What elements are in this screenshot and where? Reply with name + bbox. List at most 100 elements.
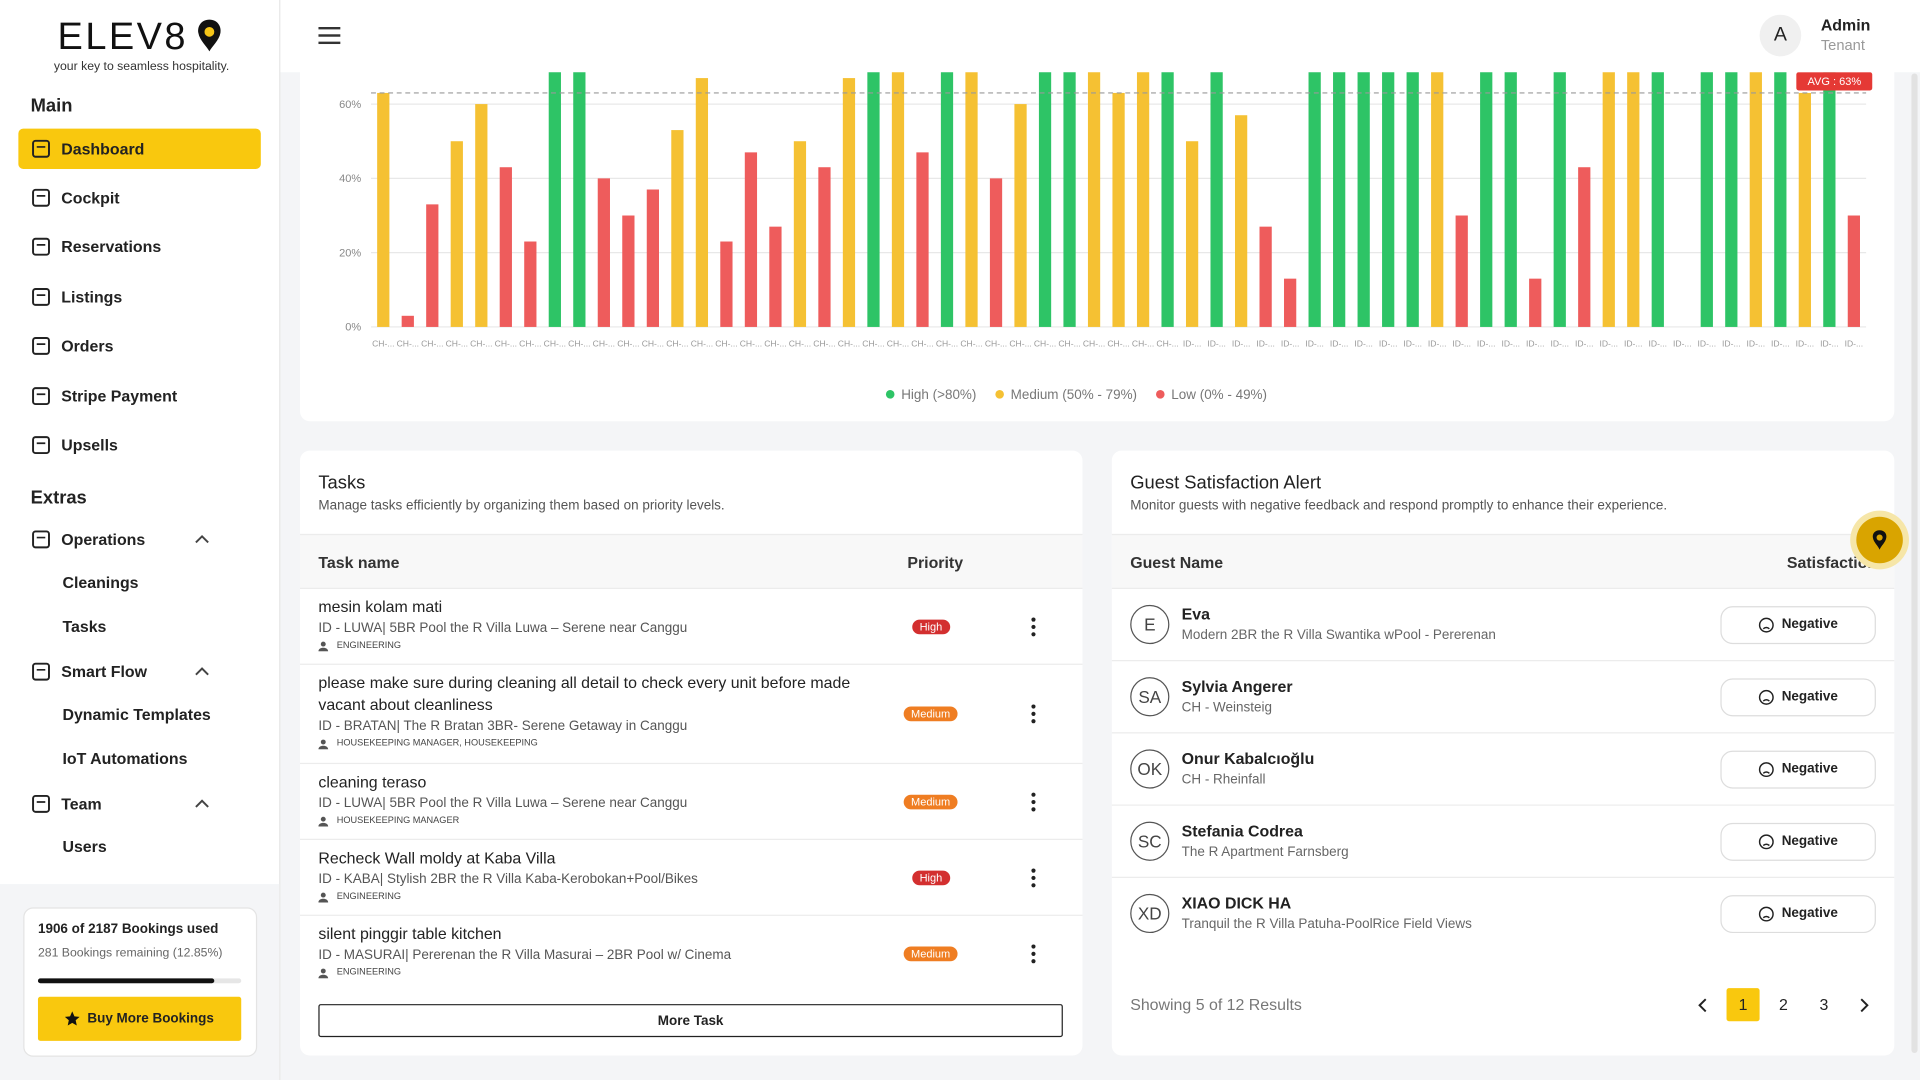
scrollbar	[1911, 73, 1918, 1054]
icon-shape	[1758, 833, 1774, 849]
nav-icon	[32, 794, 50, 813]
frown-icon	[1758, 617, 1774, 632]
bar	[1259, 226, 1272, 327]
task-menu[interactable]	[1030, 943, 1037, 963]
guest-row: OK Onur Kabalcıoğlu CH - Rheinfall Negative	[1111, 732, 1895, 804]
tasks-title: Tasks	[318, 472, 366, 494]
x-tick-label: CH-...	[960, 339, 982, 349]
nav-item[interactable]: Orders	[18, 326, 260, 366]
nav-subitem[interactable]: IoT Automations	[62, 749, 188, 768]
task-menu[interactable]	[1030, 792, 1037, 812]
nav-icon	[32, 386, 50, 405]
roles-label: ENGINEERING	[336, 890, 402, 902]
menu-button[interactable]	[318, 26, 341, 45]
task-row: mesin kolam mati ID - LUWA| 5BR Pool the …	[300, 587, 1083, 664]
y-tick-label: 0%	[345, 322, 361, 334]
icon-shape	[32, 337, 50, 355]
buy-button[interactable]: Buy More Bookings	[37, 996, 242, 1041]
menu-dot	[1031, 958, 1036, 963]
collapse-chevron	[195, 534, 209, 544]
satisfaction-button[interactable]: Negative	[1720, 822, 1876, 861]
nav-subitem[interactable]: Cleanings	[62, 573, 139, 592]
nav-item[interactable]: Listings	[18, 276, 260, 316]
tasks-card: Tasks Manage tasks efficiently by organi…	[300, 450, 1083, 1056]
more-task-button[interactable]: More Task	[318, 1004, 1063, 1038]
page-arrow[interactable]	[1844, 996, 1884, 1013]
guests-subtitle: Monitor guests with negative feedback an…	[1130, 498, 1668, 514]
icon-shape	[318, 898, 329, 902]
nav-item[interactable]: Stripe Payment	[18, 375, 260, 415]
guest-listing: Tranquil the R Villa Patuha-PoolRice Fie…	[1181, 916, 1472, 932]
guest-row: E Eva Modern 2BR the R Villa Swantika wPoo…	[1111, 587, 1895, 660]
y-tick-label: 20%	[339, 247, 361, 259]
satisfaction-button[interactable]: Negative	[1720, 605, 1876, 644]
satisfaction-button[interactable]: Negative	[1720, 677, 1876, 716]
bar	[1357, 0, 1370, 327]
task-roles: HOUSEKEEPING MANAGER, HOUSEKEEPING	[318, 736, 1064, 751]
x-tick-label: CH-...	[470, 339, 492, 349]
bar	[1210, 0, 1223, 327]
usage-subtitle: 281 Bookings remaining (12.85%)	[37, 946, 223, 961]
column-header: Priority	[907, 553, 964, 572]
satisfaction-button[interactable]: Negative	[1720, 894, 1876, 933]
roles-label: HOUSEKEEPING MANAGER	[336, 814, 460, 826]
task-roles: ENGINEERING	[318, 889, 1064, 904]
guest-listing: CH - Weinsteig	[1181, 699, 1272, 715]
x-tick-label: CH-...	[740, 339, 762, 349]
tasks-head: Task name Priority	[300, 533, 1083, 589]
icon-shape	[32, 794, 50, 813]
roles-label: ENGINEERING	[336, 639, 402, 651]
assistant-button[interactable]	[1856, 516, 1903, 564]
x-tick-label: CH-...	[764, 339, 786, 349]
x-tick-label: CH-...	[911, 339, 933, 349]
icon-shape	[32, 287, 50, 306]
nav-icon	[32, 529, 50, 548]
bar	[769, 226, 782, 327]
nav-item[interactable]: Reservations	[18, 227, 260, 267]
avatar[interactable]: A	[1759, 14, 1802, 57]
task-menu[interactable]	[1030, 616, 1037, 637]
nav-subitem[interactable]: Users	[62, 837, 107, 856]
page-button[interactable]: 1	[1726, 988, 1760, 1022]
task-menu[interactable]	[1030, 867, 1037, 888]
nav-item[interactable]: Smart Flow	[18, 651, 260, 691]
page-button[interactable]: 2	[1779, 995, 1788, 1014]
page-button[interactable]: 3	[1819, 995, 1829, 1014]
task-roles: ENGINEERING	[318, 638, 1064, 653]
nav-item[interactable]: Dashboard	[18, 127, 261, 169]
x-tick-label: CH-...	[936, 339, 958, 349]
nav-icon	[32, 436, 50, 454]
nav-subitem[interactable]: Tasks	[62, 617, 107, 636]
bar	[1553, 0, 1566, 327]
bar	[1651, 0, 1664, 327]
icon-shape	[1758, 617, 1774, 632]
x-tick-label: CH-...	[617, 339, 639, 349]
page-arrow[interactable]	[1682, 996, 1722, 1013]
nav-item[interactable]: Cockpit	[18, 177, 260, 217]
bar	[450, 141, 463, 327]
nav-label: Reservations	[61, 237, 162, 257]
icon-shape	[1758, 689, 1774, 705]
nav-item[interactable]: Operations	[18, 519, 260, 559]
satisfaction-label: Negative	[1781, 761, 1838, 777]
priority-badge: Medium	[903, 945, 958, 961]
x-tick-label: CH-...	[1058, 339, 1080, 349]
nav-item[interactable]: Team	[18, 783, 260, 823]
frown-icon	[1758, 906, 1774, 921]
satisfaction-button[interactable]: Negative	[1720, 750, 1876, 788]
nav-item[interactable]: Upsells	[18, 425, 260, 465]
nav-label: Stripe Payment	[61, 386, 178, 405]
roles-icon	[318, 967, 329, 978]
brand: ELEV8	[57, 14, 188, 58]
task-row: Recheck Wall moldy at Kaba Villa ID - KAB…	[300, 838, 1083, 915]
menu-dot	[1031, 799, 1036, 804]
task-menu[interactable]	[1030, 704, 1037, 724]
y-tick-label: 40%	[339, 173, 361, 185]
bar	[940, 0, 954, 327]
menu-dot	[1031, 867, 1036, 873]
bar	[524, 241, 537, 327]
nav-subitem[interactable]: Dynamic Templates	[62, 705, 211, 724]
roles-label: HOUSEKEEPING MANAGER, HOUSEKEEPING	[336, 737, 538, 749]
x-tick-label: CH-...	[1132, 339, 1154, 349]
